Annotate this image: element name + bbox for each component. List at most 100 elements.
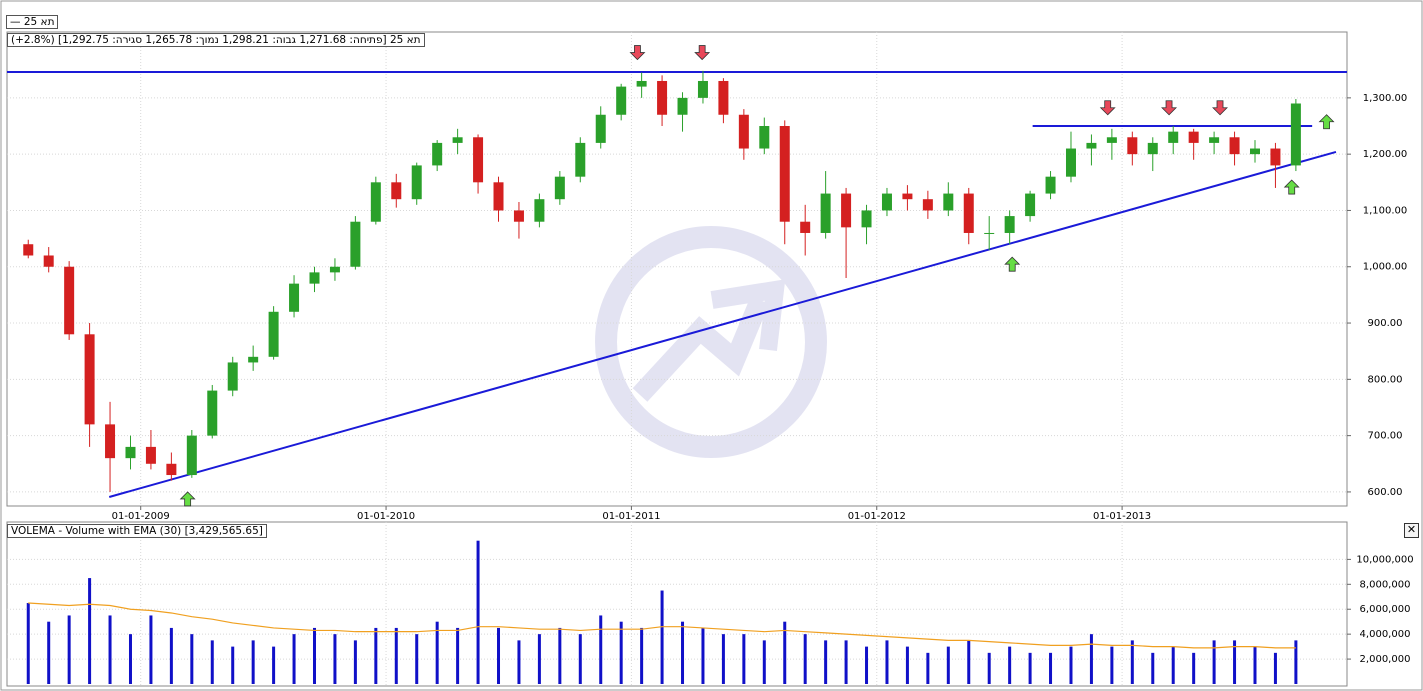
watermark	[595, 226, 827, 458]
y-tick-label: 1,200.00	[1363, 149, 1408, 160]
y-tick-label: 8,000,000	[1360, 579, 1411, 590]
signal-arrow	[694, 45, 711, 61]
y-tick-label: 700.00	[1368, 431, 1403, 442]
x-tick-label: 01-01-2012	[848, 511, 906, 522]
volume-bar	[1151, 652, 1155, 684]
volume-bar	[701, 627, 705, 684]
volume-bar	[190, 634, 194, 684]
signal-arrow	[1212, 100, 1228, 116]
close-button[interactable]: ✕	[1404, 523, 1419, 538]
candle-body	[1127, 137, 1138, 155]
candle-body	[759, 126, 770, 149]
candle-body	[881, 193, 892, 211]
candle-body	[473, 137, 484, 183]
volume-bar	[721, 634, 725, 684]
candle-body	[1106, 137, 1117, 143]
candle-body	[1249, 148, 1260, 155]
candle-body	[554, 176, 565, 200]
candle-body	[820, 193, 831, 233]
volume-bar	[803, 634, 807, 684]
candle-body	[963, 193, 974, 233]
legend-label: תא 25	[23, 16, 55, 28]
volume-bar	[1233, 640, 1237, 684]
volume-bar	[1273, 652, 1277, 684]
candle-body	[779, 126, 790, 222]
volume-bar	[844, 640, 848, 684]
volume-bar	[578, 634, 582, 684]
candle-body	[1045, 176, 1056, 194]
candle-body	[411, 165, 422, 200]
candle-body	[534, 199, 545, 222]
y-tick-label: 900.00	[1368, 318, 1403, 329]
candle-body	[616, 86, 627, 115]
volume-bar	[272, 646, 276, 684]
volume-bar	[333, 634, 337, 684]
candle-body	[1065, 148, 1076, 177]
candle-body	[329, 266, 340, 273]
candle-body	[1086, 142, 1097, 149]
volume-bar	[108, 615, 112, 684]
candle-body	[1270, 148, 1281, 166]
y-tick-label: 4,000,000	[1360, 629, 1411, 640]
signal-arrow	[1161, 100, 1178, 116]
candle-body	[677, 97, 688, 115]
candle-body	[350, 221, 361, 267]
volume-bar	[1294, 640, 1298, 684]
volume-bar	[210, 640, 214, 684]
candle-body	[391, 182, 402, 200]
candle-body	[1188, 131, 1199, 143]
volume-bar	[292, 634, 296, 684]
volume-bar	[946, 646, 950, 684]
volume-bar	[783, 621, 787, 684]
volume-bar	[1049, 652, 1053, 684]
signal-arrow	[1099, 100, 1116, 116]
candle-body	[1147, 142, 1158, 155]
y-tick-label: 600.00	[1368, 487, 1403, 498]
candle-body	[227, 362, 238, 391]
signal-arrow	[179, 491, 196, 507]
volume-bar	[987, 652, 991, 684]
signal-arrow	[1318, 114, 1335, 130]
signal-arrow	[1283, 179, 1300, 195]
candle-body	[268, 311, 279, 357]
volume-bar	[558, 627, 562, 684]
volume-bar	[1069, 646, 1073, 684]
y-tick-label: 1,300.00	[1363, 93, 1408, 104]
volume-bar	[599, 615, 603, 684]
x-tick-label: 01-01-2010	[357, 511, 415, 522]
candle-body	[23, 244, 34, 256]
volume-bar	[1089, 634, 1093, 684]
candle-body	[718, 80, 729, 115]
candle-body	[452, 137, 463, 143]
x-tick-label: 01-01-2013	[1093, 511, 1151, 522]
candle-body	[922, 199, 933, 211]
volume-bar	[619, 621, 623, 684]
volume-bar	[394, 627, 398, 684]
signal-arrow	[629, 45, 646, 61]
volume-bar	[1253, 646, 1257, 684]
volume-bar	[435, 621, 439, 684]
candle-body	[207, 390, 218, 436]
candle-body	[309, 272, 320, 284]
candle-body	[248, 356, 259, 363]
candle-body	[1229, 137, 1240, 155]
candle-body	[575, 142, 586, 177]
volume-bar	[537, 634, 541, 684]
volume-bar	[231, 646, 235, 684]
volume-panel	[6, 521, 1348, 687]
candle-body	[1290, 103, 1301, 166]
volume-bar	[905, 646, 909, 684]
volume-bar	[640, 627, 644, 684]
y-tick-label: 1,000.00	[1363, 262, 1408, 273]
candle-body	[595, 114, 606, 143]
candle-body	[1025, 193, 1036, 217]
volume-bar	[476, 540, 480, 684]
volume-bar	[251, 640, 255, 684]
volume-bar	[353, 640, 357, 684]
ema-line	[28, 602, 1296, 649]
candle-body	[841, 193, 852, 228]
candle-body	[1209, 137, 1220, 143]
volume-bar	[415, 634, 419, 684]
